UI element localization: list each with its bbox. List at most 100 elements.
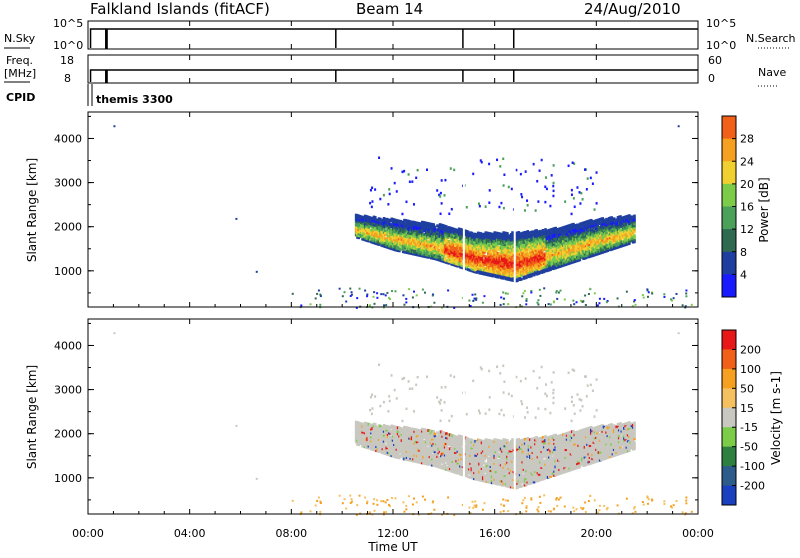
power-echo-cell [300,304,302,306]
power-echo-cell [592,182,594,185]
freq-panel: Freq. [MHz] 18 8 60 0 Nave [4,54,786,86]
power-echo-cell [525,303,527,305]
power-echo-cell [395,290,397,292]
freq-label-line1: Freq. [6,54,33,67]
power-echo-cell [389,193,391,196]
power-echo-cell [405,201,407,204]
power-echo-cell [447,289,449,291]
power-echo-cell [500,304,502,306]
power-echo-cell [471,232,474,235]
noise-trace [91,29,698,48]
power-data-gap [336,112,338,307]
power-echo-cell [374,216,377,219]
power-echo-cell [682,304,684,306]
power-echo-cell [557,246,560,249]
power-echo-cell [480,159,482,162]
power-echo-cell [441,202,443,205]
power-echo-cell [371,200,373,203]
power-echo-cell [564,298,566,300]
power-echo-cell [500,296,502,298]
power-echo-cell [503,184,505,187]
freq-left-tick-bottom: 8 [64,72,71,85]
power-echo-cell [678,125,680,127]
power-echo-cell [525,170,527,173]
power-echo-cell [526,199,528,202]
power-echo-cell [576,186,578,189]
power-echo-cell [488,163,490,166]
power-echo-cell [483,295,485,297]
power-echo-cell [646,288,648,290]
power-y-tick-label: 1000 [54,265,82,278]
power-echo-cell [310,303,312,305]
power-echo-cell [499,165,501,168]
power-echo-cell [366,293,368,295]
power-echo-cell [380,293,382,295]
power-echo-cell [594,292,596,294]
power-echo-cell [444,194,446,197]
power-echo-cell [613,217,616,220]
power-echo-cell [508,186,510,189]
power-echo-cell [394,182,396,185]
power-echo-cell [467,230,470,233]
power-echo-cell [553,164,555,167]
noise-left-tick-top: 10^5 [53,17,83,30]
power-echo-cell [582,300,584,302]
power-echo-cell [568,165,570,168]
power-echo-cell [434,226,437,229]
velocity-echo-cell [374,423,377,426]
power-echo-cell [617,297,619,299]
power-colorbar-swatch [722,229,736,252]
power-echo-cell [685,292,687,294]
power-y-tick-label: 2000 [54,221,82,234]
power-echo-cell [351,291,353,293]
power-echo-cell [571,193,573,196]
power-colorbar-tick-label: 24 [740,155,754,168]
noise-left-tick-bottom: 10^0 [53,39,83,52]
power-echo-cell [444,179,446,182]
power-echo-cell [633,234,636,237]
power-echo-cell [556,298,558,300]
power-echo-cell [579,191,581,194]
power-echo-cell [113,125,115,127]
power-echo-cell [256,271,258,273]
noise-right-label: N.Search [746,32,796,45]
power-echo-cell [453,169,455,172]
power-echo-cell [571,213,573,216]
power-echo-cell [572,300,574,302]
power-echo-cell [585,304,587,306]
power-echo-cell [472,300,474,302]
power-echo-cell [391,290,393,292]
power-echo-cell [388,188,390,191]
power-echo-cell [525,300,527,302]
power-echo-cell [579,202,581,205]
power-echo-cell [235,218,237,220]
power-echo-cell [511,188,513,191]
freq-trace [91,70,698,82]
power-echo-cell [521,196,523,199]
power-echo-cell [488,201,490,204]
power-colorbar-label: Power [dB] [757,177,771,242]
power-echo-cell [383,217,386,220]
power-echo-cell [439,195,441,198]
power-echo-cell [292,293,294,295]
power-echo-cell [533,163,535,166]
power-echo-cell [576,301,578,303]
power-echo-cell [647,296,649,298]
power-echo-cell [503,207,505,210]
power-echo-cell [378,157,380,160]
power-echo-cell [485,205,487,208]
power-echo-cell [537,200,539,203]
power-echo-cell [426,169,428,172]
power-echo-cell [316,293,318,295]
power-echo-cell [544,185,546,188]
power-colorbar-swatch [722,184,736,207]
power-colorbar-swatch [722,161,736,184]
power-echo-cell [472,173,474,176]
power-echo-cell [626,291,628,293]
power-echo-cell [415,177,417,180]
nave-label: Nave [758,66,786,79]
power-echo-cell [383,304,385,306]
